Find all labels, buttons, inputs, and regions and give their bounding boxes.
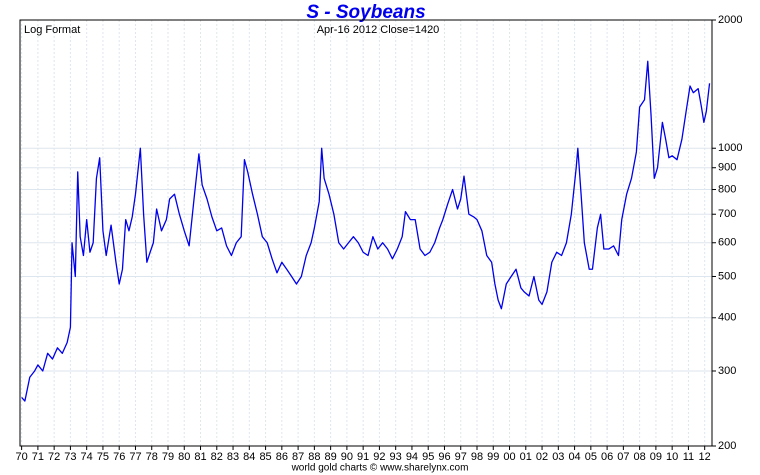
- x-tick-label: 84: [243, 451, 255, 463]
- y-tick-label: 400: [718, 312, 736, 324]
- x-tick-label: 93: [390, 451, 402, 463]
- x-tick-label: 01: [520, 451, 532, 463]
- x-tick-label: 87: [292, 451, 304, 463]
- x-tick-label: 85: [259, 451, 271, 463]
- x-tick-label: 11: [683, 451, 694, 463]
- x-tick-label: 98: [471, 451, 483, 463]
- grid: [20, 19, 712, 447]
- x-tick-label: 10: [666, 451, 678, 463]
- x-tick-label: 00: [503, 451, 515, 463]
- x-tick-label: 74: [81, 451, 93, 463]
- x-tick-label: 06: [601, 451, 613, 463]
- y-tick-label: 1000: [718, 142, 742, 154]
- x-tick-label: 75: [97, 451, 109, 463]
- x-tick-label: 71: [32, 451, 44, 463]
- plot-area: [20, 20, 712, 446]
- y-tick-label: 300: [718, 365, 736, 377]
- x-tick-label: 77: [129, 451, 141, 463]
- x-tick-label: 02: [536, 451, 548, 463]
- x-tick-label: 83: [227, 451, 239, 463]
- x-tick-label: 12: [699, 451, 711, 463]
- price-line: [21, 60, 711, 402]
- y-tick-label: 2000: [718, 14, 742, 26]
- y-tick-label: 500: [718, 270, 736, 282]
- x-tick-label: 99: [487, 451, 499, 463]
- x-tick-label: 79: [162, 451, 174, 463]
- x-tick-label: 07: [617, 451, 629, 463]
- x-tick-label: 92: [373, 451, 385, 463]
- x-tick-label: 90: [341, 451, 353, 463]
- x-tick-label: 82: [211, 451, 223, 463]
- y-tick-label: 200: [718, 440, 736, 452]
- x-tick-label: 04: [568, 451, 580, 463]
- y-tick-label: 800: [718, 183, 736, 195]
- x-tick-label: 86: [276, 451, 288, 463]
- x-tick-label: 78: [146, 451, 158, 463]
- x-tick-label: 91: [357, 451, 369, 463]
- x-tick-label: 03: [552, 451, 564, 463]
- x-tick-label: 70: [16, 451, 28, 463]
- chart-title: S - Soybeans: [306, 2, 425, 23]
- annotation: Log Format: [24, 24, 80, 36]
- x-tick-label: 72: [48, 451, 60, 463]
- x-tick-label: 76: [113, 451, 125, 463]
- y-tick-label: 700: [718, 208, 736, 220]
- x-tick-label: 09: [650, 451, 662, 463]
- source: world gold charts © www.sharelynx.com: [291, 463, 469, 474]
- y-tick-label: 600: [718, 237, 736, 249]
- annotation: Apr-16 2012 Close=1420: [317, 24, 440, 36]
- plot-frame: [19, 19, 713, 447]
- x-tick-label: 80: [178, 451, 190, 463]
- x-tick-label: 81: [194, 451, 206, 463]
- x-tick-label: 95: [422, 451, 434, 463]
- x-tick-label: 88: [308, 451, 320, 463]
- x-tick-label: 94: [406, 451, 418, 463]
- x-tick-label: 73: [64, 451, 76, 463]
- x-tick-label: 89: [325, 451, 337, 463]
- x-tick-label: 97: [455, 451, 467, 463]
- y-tick-label: 900: [718, 162, 736, 174]
- x-tick-label: 08: [634, 451, 646, 463]
- x-tick-label: 96: [438, 451, 450, 463]
- x-tick-label: 05: [585, 451, 597, 463]
